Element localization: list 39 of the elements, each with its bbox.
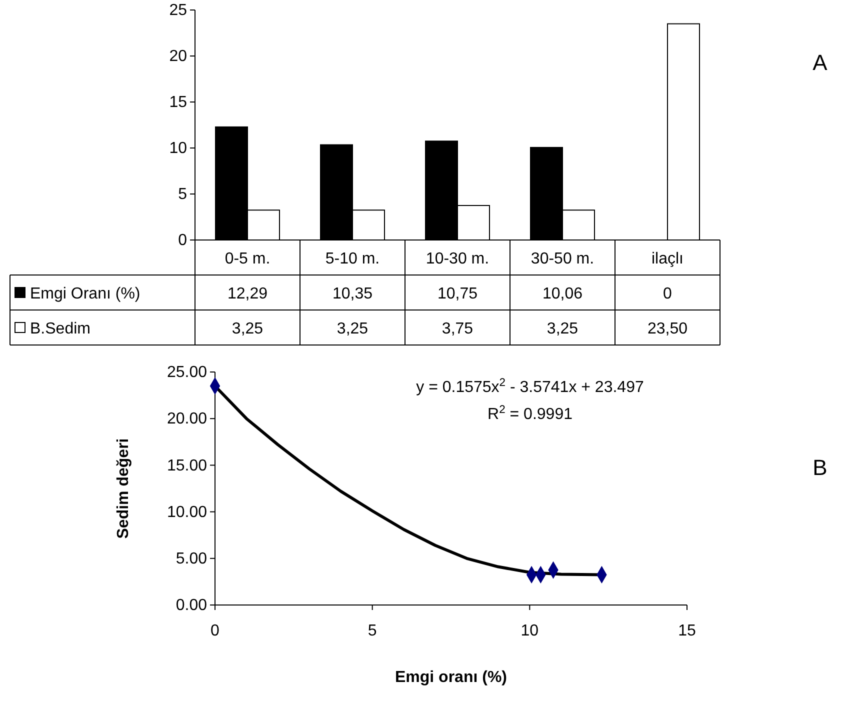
annotation: R$^{2}$ = 0.9991 [488, 404, 573, 423]
x-tick-label: ilaçlı [651, 250, 684, 268]
data-label: 10,06 [542, 286, 583, 302]
data-label: 12,29 [227, 286, 268, 302]
x-tick-label: 5-10 m. [325, 250, 380, 268]
x-tick-label: 15 [678, 622, 696, 640]
y-tick-label: 15 [169, 94, 188, 112]
y-tick-label: 20.00 [166, 410, 208, 428]
y-tick-label: 15.00 [166, 457, 208, 474]
x-tick-label: 10 [520, 622, 539, 640]
text: B [812, 455, 828, 480]
x-tick-label: 30-50 m. [530, 250, 594, 268]
data-label: 10,75 [437, 286, 478, 302]
y-tick-label: 25 [169, 2, 188, 20]
data-label: 3,75 [442, 320, 474, 338]
annotation: y = 0.1575x$^{2}$ - 3.5741x + 23.497 [416, 377, 644, 396]
y-tick-label: 20 [169, 48, 188, 66]
y-axis-title: Sedim değeri [115, 438, 132, 539]
x-tick-label: 0 [210, 622, 220, 640]
text: A [812, 50, 828, 75]
y-tick-label: 25.00 [166, 364, 208, 382]
x-axis-title: Emgi oranı (%) [394, 669, 508, 686]
y-tick-label: 0.00 [176, 597, 208, 614]
data-label: 23,50 [647, 320, 688, 338]
x-tick-label: 0-5 m. [224, 250, 270, 268]
y-tick-label: 5 [178, 186, 188, 204]
y-tick-label: 5.00 [176, 550, 208, 568]
data-label: 3,25 [232, 320, 264, 338]
y-tick-label: 10 [169, 140, 188, 158]
legend-label: Emgi Oranı (%) [30, 286, 140, 302]
y-tick-label: 10.00 [166, 504, 208, 521]
x-tick-label: 5 [368, 622, 377, 640]
data-label: 10,35 [332, 286, 373, 302]
data-label: 3,25 [336, 320, 368, 338]
legend-label: B.Sedim [30, 320, 90, 338]
data-label: 3,25 [546, 320, 578, 338]
data-label: 0 [663, 286, 672, 302]
x-tick-label: 10-30 m. [426, 250, 490, 268]
y-tick-label: 0 [178, 232, 188, 250]
